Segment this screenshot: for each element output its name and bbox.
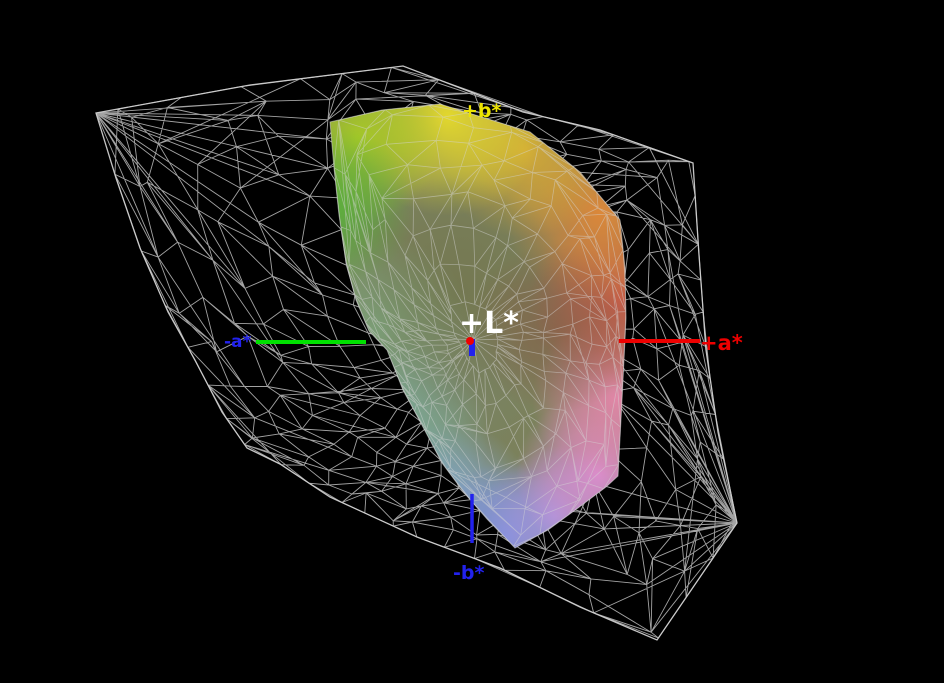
reference-gamut-outline: [95, 65, 738, 641]
axes: [256, 337, 700, 543]
minus-b-axis-label: -b*: [453, 562, 484, 584]
minus-a-axis-label: -a*: [224, 332, 252, 352]
origin-b-axis-tick: [469, 339, 475, 356]
display-gamut-outline: [329, 103, 627, 549]
plus-l-axis-label: +L*: [459, 306, 519, 341]
plus-b-axis-label: +b*: [462, 100, 502, 122]
axis-labels: +b* -a* +a* -b* +L*: [224, 100, 743, 584]
display-gamut-mesh: [333, 104, 626, 547]
origin-a-axis-tick: [466, 337, 474, 345]
plus-a-axis-label: +a*: [700, 331, 743, 355]
